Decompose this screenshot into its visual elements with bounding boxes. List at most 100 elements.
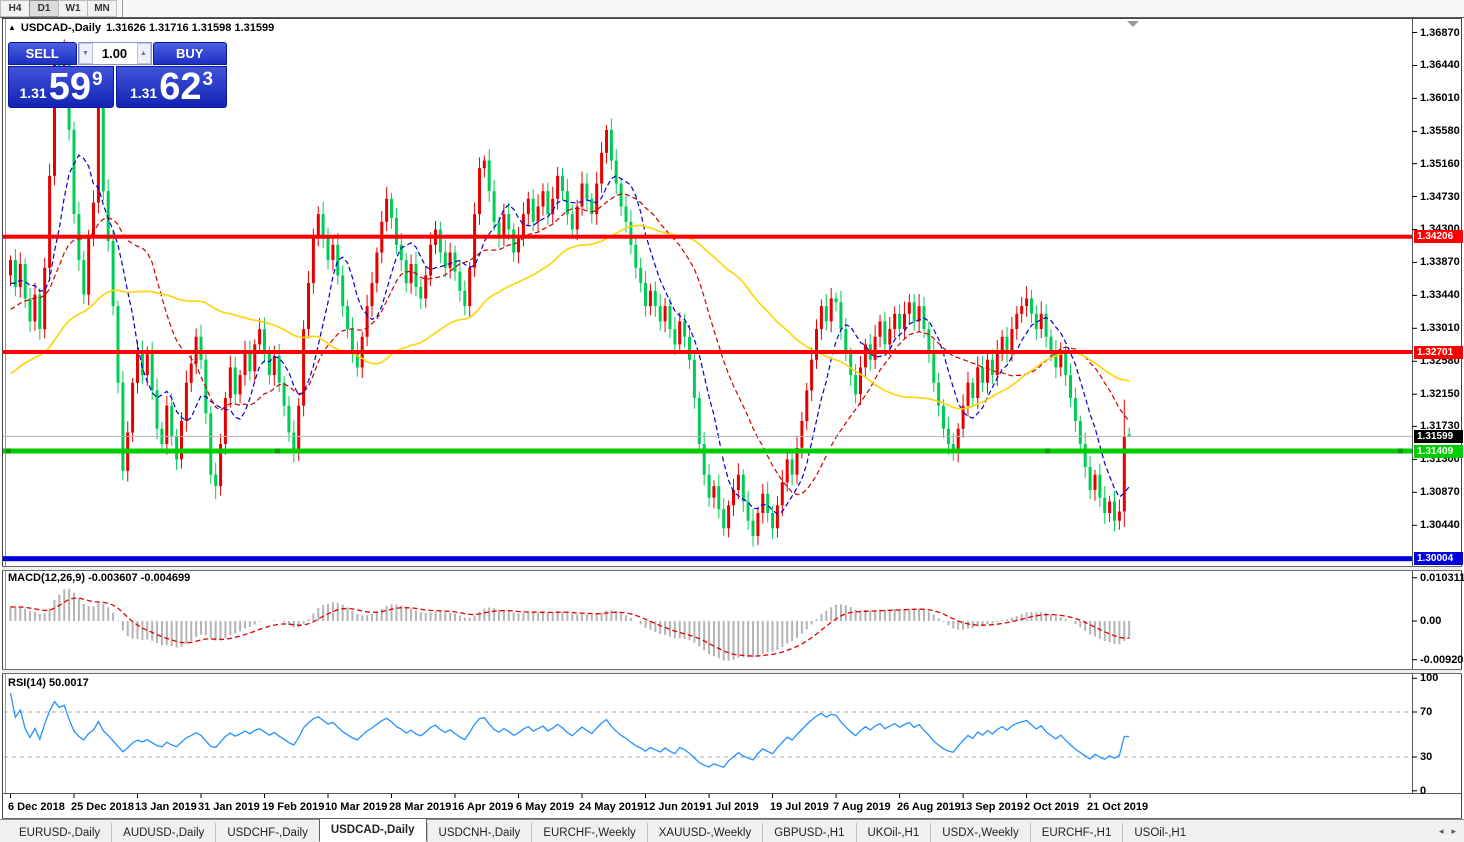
date-tick[interactable]: 13 Jan 2019 [135,801,197,813]
date-tick[interactable]: 2 Oct 2019 [1024,801,1080,813]
date-tick[interactable]: 6 May 2019 [516,801,575,813]
tab-eurusd-daily[interactable]: EURUSD-,Daily [19,826,101,839]
price-tick: 1.30870 [1420,486,1460,498]
tab-eurchf-h1[interactable]: EURCHF-,H1 [1029,823,1123,842]
rsi-label: RSI(14) 50.0017 [8,677,89,689]
price-tick: 1.35160 [1420,158,1460,170]
rsi-tick: 30 [1420,751,1433,763]
main-macd-splitter[interactable] [2,566,1462,571]
date-tick[interactable]: 12 Jun 2019 [643,801,706,813]
resistance-line[interactable] [3,350,1412,354]
chart-shift-marker-icon[interactable] [1127,21,1139,27]
ma-55-line [10,224,1130,410]
hline-handle[interactable] [6,448,11,454]
tab-scroll-right-icon[interactable]: ▸ [1451,825,1456,836]
rsi-tick: 0 [1420,785,1427,797]
chart-symbol-label: USDCAD-,Daily [20,22,101,34]
date-tick[interactable]: 21 Oct 2019 [1087,801,1149,813]
toolbar-separator [122,0,126,17]
tab-usdx-weekly[interactable]: USDX-,Weekly [930,823,1029,842]
date-tick[interactable]: 7 Aug 2019 [833,801,891,813]
support-line[interactable] [3,448,1412,454]
macd-rsi-splitter[interactable] [2,669,1462,674]
sell-price-pip: 9 [91,69,103,90]
date-tick[interactable]: 19 Jul 2019 [770,801,829,813]
sell-price-handle: 1.31 [19,85,47,101]
one-click-trading-panel: SELL ▼ ▲ BUY 1.31 59 9 1.31 62 3 [8,42,227,108]
volume-increase-icon[interactable]: ▲ [136,43,151,64]
volume-input[interactable] [92,43,137,64]
date-tick[interactable]: 28 Mar 2019 [389,801,452,813]
tab-scroll-left-icon[interactable]: ◂ [1438,825,1444,836]
price-axis-separator[interactable] [1412,19,1413,793]
tab-xauusd-weekly[interactable]: XAUUSD-,Weekly [646,823,762,842]
price-tick: 1.30440 [1420,519,1460,531]
timeframe-button-mn[interactable]: MN [87,0,117,17]
tab-ukoil-h1[interactable]: UKOil-,H1 [855,823,931,842]
chart-frame-left [2,18,3,818]
ma-8-line [10,154,1130,515]
hline-handle[interactable] [1398,448,1403,454]
buy-price-handle: 1.31 [129,85,158,101]
date-tick[interactable]: 19 Feb 2019 [262,801,325,813]
volume-decrease-icon[interactable]: ▼ [78,43,93,64]
hline-handle[interactable] [1045,448,1050,454]
buy-price-pip: 3 [202,69,214,90]
tab-usoil-h1[interactable]: USOil-,H1 [1122,823,1197,842]
sell-price-tile[interactable]: 1.31 59 9 [8,66,114,108]
date-tick[interactable]: 26 Aug 2019 [897,801,961,813]
chart-title: ▲ USDCAD-,Daily 1.31626 1.31716 1.31598 … [8,22,274,34]
date-tick[interactable]: 24 May 2019 [579,801,644,813]
tab-eurchf-weekly[interactable]: EURCHF-,Weekly [531,823,646,842]
price-tick: 1.36870 [1420,27,1460,39]
chart-frame-top [2,18,1462,19]
volume-spinner: ▼ ▲ [77,42,152,65]
buy-price-big: 62 [159,66,202,108]
rsi-tick: 100 [1420,672,1439,684]
macd-histogram [9,588,1131,661]
date-tick[interactable]: 16 Apr 2019 [452,801,514,813]
chart-frame-left-inner [5,19,6,793]
chart-tab-bar: EURUSD-,Daily AUDUSD-,Daily USDCHF-,Daily U… [0,818,1464,842]
price-tick: 1.36440 [1420,59,1460,71]
collapse-panel-icon[interactable]: ▲ [8,23,16,32]
chart-plot-area[interactable] [4,20,1412,793]
candlestick-series [9,39,1131,547]
resistance-line-price-label: 1.32701 [1414,346,1463,359]
ma-21-line [10,193,1130,496]
sell-price-big: 59 [48,66,91,108]
hline-handle[interactable] [275,448,280,454]
resistance-line[interactable] [3,234,1412,239]
tab-usdcnh-daily[interactable]: USDCNH-,Daily [426,823,532,842]
chart-frame-right [1461,18,1462,818]
tab-usdchf-daily[interactable]: USDCHF-,Daily [215,823,319,842]
timeframe-button-d1[interactable]: D1 [29,0,59,17]
tab-usdcad-daily[interactable]: USDCAD-,Daily [318,818,427,842]
macd-signal-line [10,597,1130,657]
buy-button[interactable]: BUY [152,42,227,65]
timeframe-button-w1[interactable]: W1 [58,0,88,17]
date-tick[interactable]: 1 Jul 2019 [706,801,759,813]
buy-price-tile[interactable]: 1.31 62 3 [116,66,227,108]
chart-ohlc-values: 1.31626 1.31716 1.31598 1.31599 [106,22,275,34]
date-tick[interactable]: 13 Sep 2019 [960,801,1023,813]
price-tick: 1.33870 [1420,256,1460,268]
date-tick[interactable]: 25 Dec 2018 [71,801,134,813]
support-line-price-label: 1.31409 [1414,445,1463,458]
macd-label: MACD(12,26,9) -0.003607 -0.004699 [8,572,191,584]
support-line[interactable] [3,556,1412,562]
price-tick: 1.35580 [1420,125,1460,137]
date-tick[interactable]: 6 Dec 2018 [8,801,65,813]
last-price-line[interactable] [3,435,1412,437]
price-tick: 1.34730 [1420,191,1460,203]
resistance-line-price-label: 1.34206 [1414,230,1463,243]
tab-gbpusd-h1[interactable]: GBPUSD-,H1 [762,823,855,842]
price-tick: 1.32150 [1420,388,1460,400]
sell-button[interactable]: SELL [8,42,77,65]
timeframe-toolbar: H4 D1 W1 MN [0,0,1464,18]
date-tick[interactable]: 10 Mar 2019 [325,801,388,813]
date-axis-separator [2,793,1462,794]
tab-audusd-daily[interactable]: AUDUSD-,Daily [111,823,215,842]
date-tick[interactable]: 31 Jan 2019 [198,801,260,813]
